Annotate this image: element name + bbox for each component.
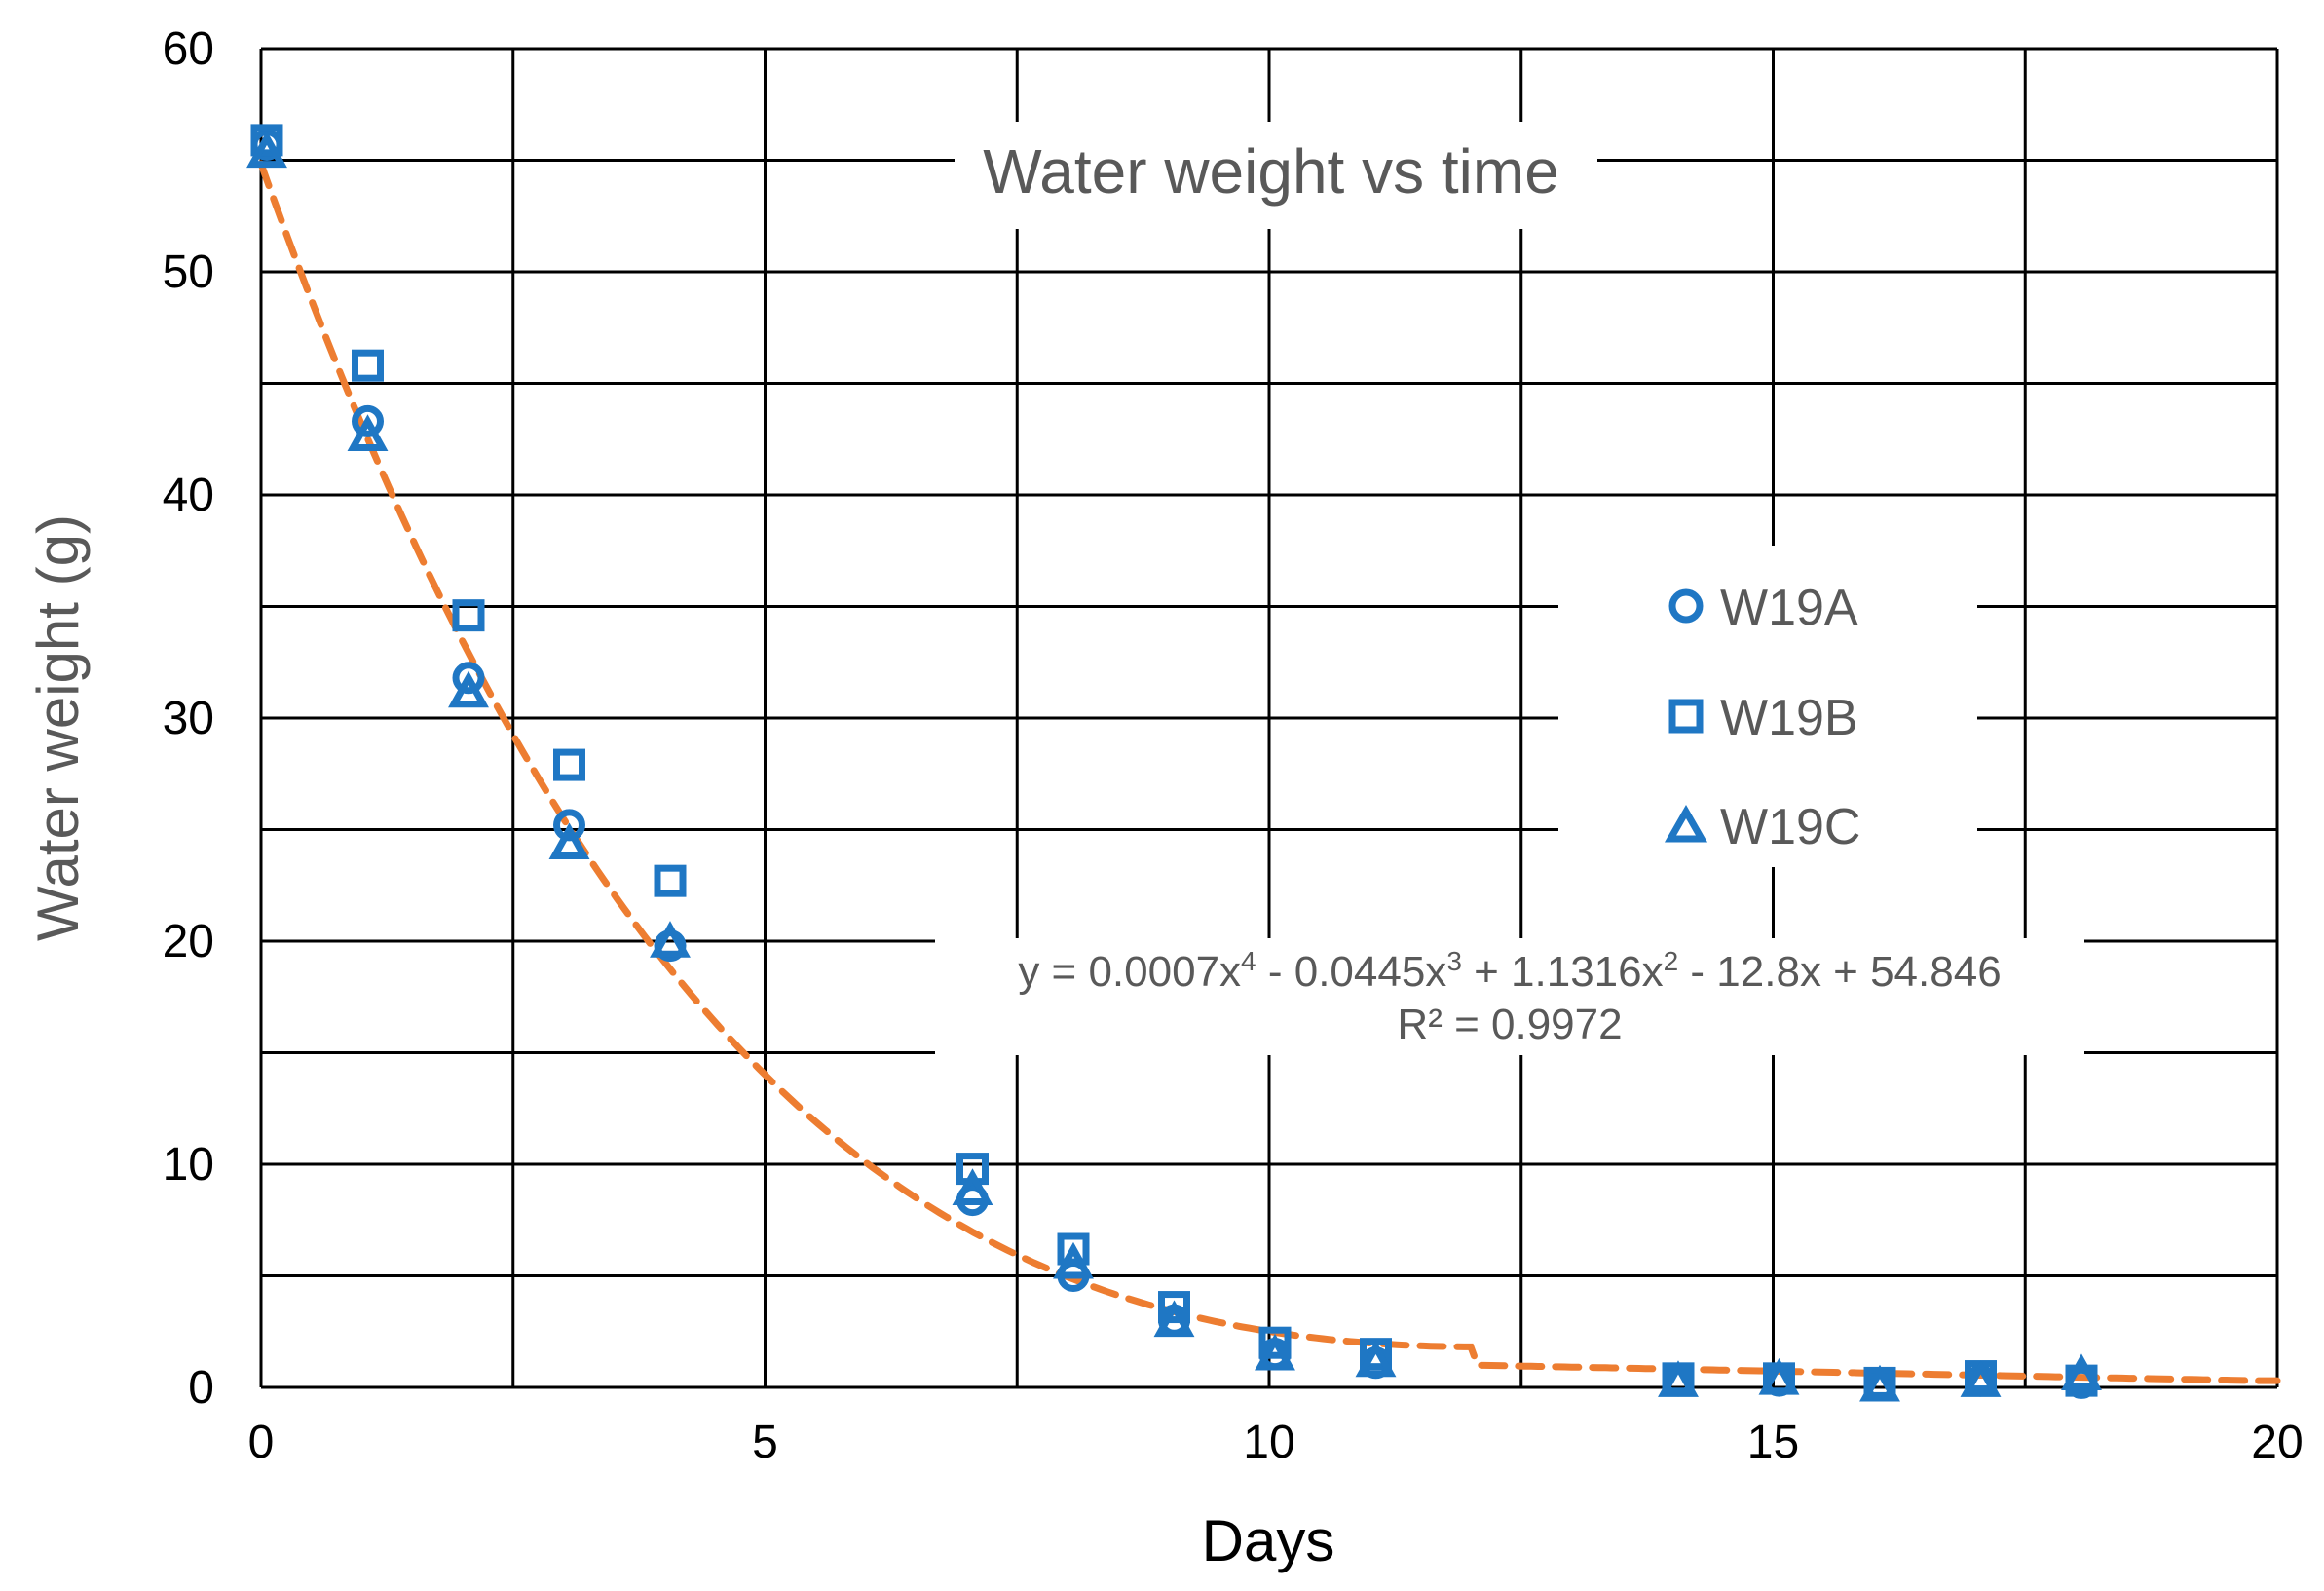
gridlines [259, 47, 2279, 1389]
legend-marker-square-icon [1668, 699, 1704, 734]
legend-label-w19b: W19B [1720, 690, 1858, 746]
x-tick-label: 20 [2251, 1417, 2303, 1468]
x-tick-label: 15 [1747, 1417, 1799, 1468]
x-tick-label: 0 [248, 1417, 275, 1468]
data-point-w19c[interactable] [448, 670, 489, 708]
trendline [257, 160, 2281, 1384]
data-point-w19b[interactable] [1158, 1291, 1190, 1324]
data-point-w19c[interactable] [1758, 1357, 1800, 1395]
legend-label-w19c: W19C [1720, 799, 1860, 855]
data-point-w19b[interactable] [452, 599, 485, 632]
data-point-w19c[interactable] [347, 414, 389, 451]
data-point-w19b[interactable] [250, 124, 283, 157]
x-tick-label: 5 [752, 1417, 778, 1468]
data-point-w19a[interactable] [352, 404, 384, 437]
chart-title-box [955, 122, 1597, 229]
data-point-w19b[interactable] [553, 748, 585, 781]
x-axis-title: Days [1202, 1508, 1335, 1573]
y-tick-label: 40 [163, 470, 214, 521]
data-point-w19c[interactable] [1960, 1360, 2002, 1397]
data-point-w19b[interactable] [352, 349, 384, 382]
y-tick-label: 10 [163, 1139, 214, 1191]
data-point-w19c[interactable] [1255, 1333, 1295, 1371]
trendline-r-squared: R² = 0.9972 [1397, 1001, 1622, 1048]
legend-marker-triangle-icon [1664, 804, 1708, 843]
trendline-equation: y = 0.0007x4 - 0.0445x3 + 1.1316x2 - 12.… [1018, 946, 2001, 996]
data-point-w19c[interactable] [1355, 1340, 1397, 1378]
data-point-w19c[interactable] [650, 921, 691, 958]
x-tick-label: 10 [1243, 1417, 1294, 1468]
tick-labels: 0 5 10 15 20 0 10 20 30 40 50 60 [163, 23, 2304, 1468]
y-axis-title: Water weight (g) [25, 514, 91, 941]
data-point-w19c[interactable] [1658, 1360, 1699, 1397]
y-tick-label: 50 [163, 246, 214, 298]
data-point-w19b[interactable] [654, 864, 687, 897]
data-points [246, 124, 2102, 1402]
trendline-group [257, 160, 2281, 1384]
data-point-w19c[interactable] [1053, 1241, 1094, 1279]
y-tick-label: 0 [188, 1362, 214, 1414]
data-point-w19c[interactable] [1153, 1300, 1195, 1338]
y-tick-label: 60 [163, 23, 214, 75]
data-point-w19a[interactable] [553, 809, 585, 842]
trendline-label-box [935, 938, 2084, 1055]
data-point-w19c[interactable] [2061, 1353, 2102, 1391]
data-point-w19b[interactable] [1258, 1326, 1292, 1359]
data-point-w19b[interactable] [1057, 1232, 1090, 1266]
legend-box [1558, 546, 1977, 867]
data-point-w19a[interactable] [452, 662, 485, 695]
legend-item-w19c[interactable]: W19C [1664, 799, 1860, 855]
legend-item-w19b[interactable]: W19B [1668, 690, 1858, 746]
y-tick-label: 20 [163, 916, 214, 967]
legend-item-w19a[interactable]: W19A [1668, 580, 1858, 636]
data-point-w19c[interactable] [952, 1168, 993, 1205]
data-point-w19c[interactable] [246, 131, 287, 169]
data-point-w19c[interactable] [1859, 1364, 1900, 1402]
data-point-w19c[interactable] [548, 822, 590, 860]
legend: W19A W19B W19C [1664, 580, 1860, 855]
legend-label-w19a: W19A [1720, 580, 1858, 636]
chart-title: Water weight vs time [983, 136, 1559, 207]
y-tick-label: 30 [163, 693, 214, 744]
legend-marker-circle-icon [1668, 588, 1704, 624]
